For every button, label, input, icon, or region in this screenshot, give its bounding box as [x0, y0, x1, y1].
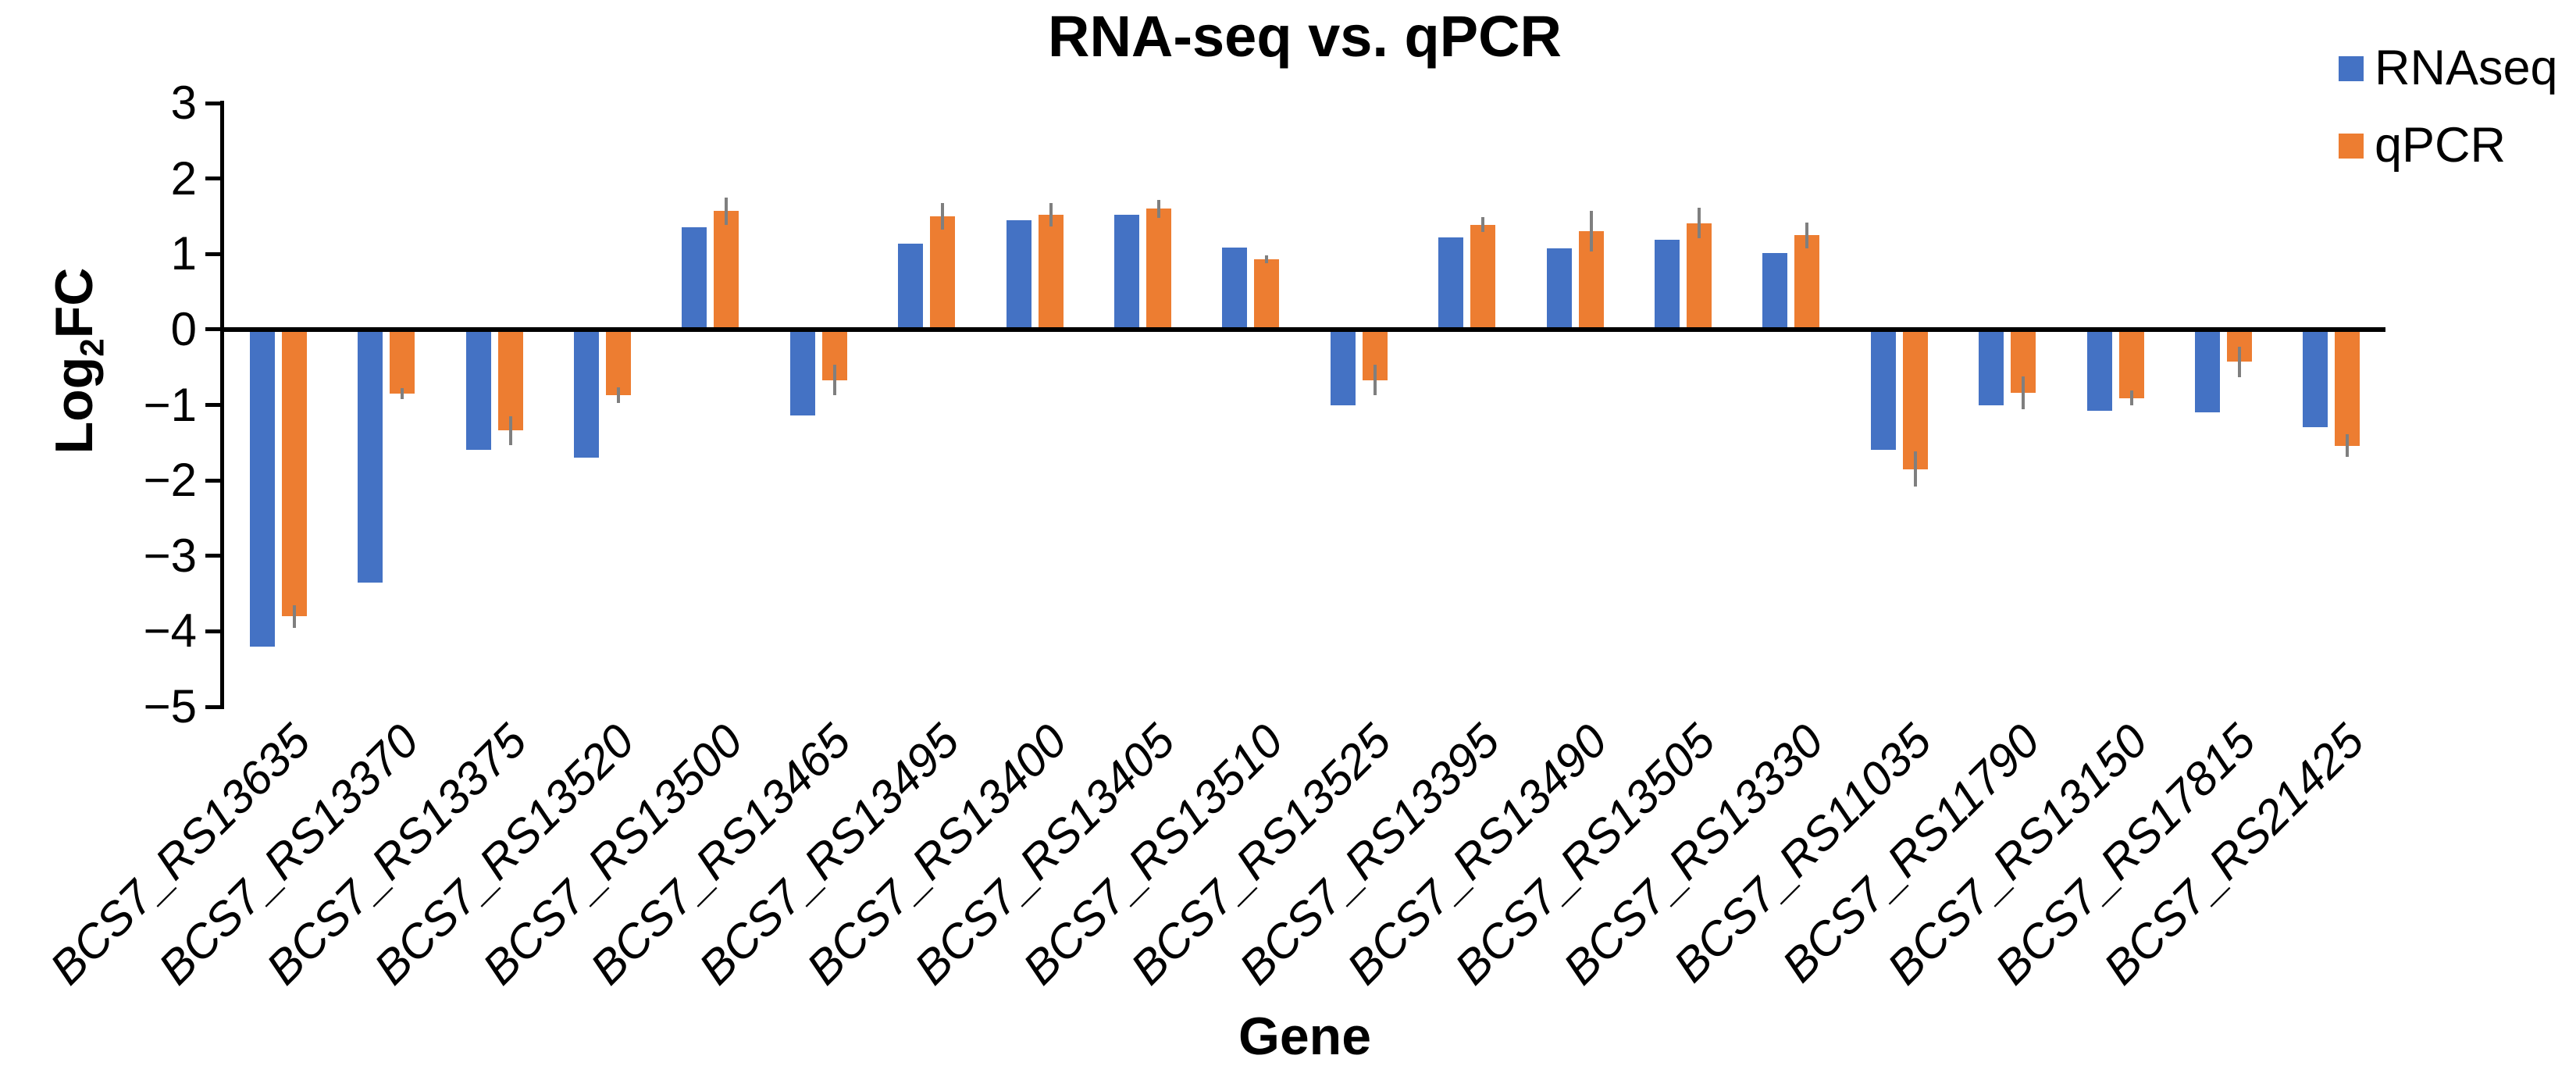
- bar-qpcr-BCS7_RS13500: [714, 211, 739, 330]
- y-tick-label: −5: [143, 680, 197, 733]
- legend-item-rnaseq: RNAseq: [2339, 44, 2558, 93]
- bar-rnaseq-BCS7_RS13400: [1006, 219, 1031, 330]
- chart-title: RNA-seq vs. qPCR: [1048, 4, 1562, 69]
- y-axis-tick: [205, 554, 224, 558]
- bar-qpcr-BCS7_RS13330: [1794, 235, 1820, 330]
- bar-qpcr-BCS7_RS13370: [390, 329, 415, 394]
- bar-qpcr-BCS7_RS13405: [1145, 209, 1171, 330]
- bar-qpcr-BCS7_RS21425: [2335, 329, 2360, 446]
- bar-rnaseq-BCS7_RS13495: [898, 243, 924, 330]
- legend-label-rnaseq: RNAseq: [2375, 41, 2558, 95]
- error-bar-qpcr-BCS7_RS13375: [508, 415, 512, 445]
- bar-rnaseq-BCS7_RS13395: [1438, 237, 1464, 330]
- error-bar-qpcr-BCS7_RS13330: [1805, 222, 1809, 248]
- bar-rnaseq-BCS7_RS13375: [465, 329, 491, 451]
- bar-rnaseq-BCS7_RS13465: [789, 329, 815, 416]
- error-bar-qpcr-BCS7_RS13505: [1697, 208, 1701, 238]
- bar-rnaseq-BCS7_RS13510: [1222, 247, 1248, 330]
- y-axis-tick: [205, 478, 224, 483]
- bar-qpcr-BCS7_RS13150: [2118, 329, 2144, 398]
- y-axis-tick: [205, 251, 224, 256]
- y-tick-label: −4: [143, 604, 197, 658]
- bar-qpcr-BCS7_RS11035: [1902, 329, 1928, 469]
- bar-qpcr-BCS7_RS13375: [497, 329, 523, 431]
- y-axis-line: [220, 101, 224, 709]
- legend: RNAseq qPCR: [2339, 44, 2558, 170]
- bar-qpcr-BCS7_RS13400: [1038, 215, 1064, 330]
- y-tick-label: 1: [170, 227, 197, 280]
- bar-rnaseq-BCS7_RS13505: [1654, 239, 1680, 330]
- bar-rnaseq-BCS7_RS13490: [1546, 248, 1572, 330]
- x-axis-line: [220, 326, 2385, 332]
- y-tick-label: 2: [170, 152, 197, 205]
- bar-qpcr-BCS7_RS13510: [1254, 259, 1280, 330]
- bar-rnaseq-BCS7_RS13405: [1113, 215, 1139, 330]
- legend-label-qpcr: qPCR: [2375, 118, 2507, 173]
- bar-qpcr-BCS7_RS13520: [605, 329, 631, 395]
- y-tick-label: 3: [170, 77, 197, 129]
- error-bar-qpcr-BCS7_RS17815: [2237, 347, 2241, 377]
- error-bar-qpcr-BCS7_RS13405: [1156, 199, 1160, 218]
- y-axis-tick: [205, 101, 224, 105]
- error-bar-qpcr-BCS7_RS11790: [2022, 376, 2026, 410]
- error-bar-qpcr-BCS7_RS13520: [616, 387, 620, 403]
- legend-item-qpcr: qPCR: [2339, 121, 2558, 170]
- error-bar-qpcr-BCS7_RS21425: [2346, 434, 2350, 458]
- y-axis-tick: [205, 403, 224, 407]
- bar-qpcr-BCS7_RS13635: [281, 329, 307, 617]
- error-bar-qpcr-BCS7_RS13465: [832, 365, 836, 395]
- error-bar-qpcr-BCS7_RS13525: [1373, 365, 1377, 395]
- bar-rnaseq-BCS7_RS13635: [249, 329, 275, 647]
- bar-rnaseq-BCS7_RS13520: [573, 329, 599, 458]
- y-axis-tick: [205, 629, 224, 633]
- bar-rnaseq-BCS7_RS21425: [2303, 329, 2328, 427]
- bar-qpcr-BCS7_RS13505: [1686, 223, 1712, 330]
- y-axis-tick: [205, 704, 224, 709]
- bar-rnaseq-BCS7_RS13330: [1762, 253, 1788, 330]
- error-bar-qpcr-BCS7_RS13500: [725, 197, 729, 225]
- bar-rnaseq-BCS7_RS13370: [358, 329, 383, 583]
- error-bar-qpcr-BCS7_RS13635: [292, 604, 296, 628]
- y-tick-label: 0: [170, 302, 197, 355]
- error-bar-qpcr-BCS7_RS13370: [401, 388, 404, 399]
- y-tick-label: −1: [143, 378, 197, 431]
- bar-qpcr-BCS7_RS13495: [930, 216, 956, 330]
- error-bar-qpcr-BCS7_RS11035: [1913, 451, 1917, 487]
- error-bar-qpcr-BCS7_RS13490: [1589, 211, 1593, 252]
- x-axis-title: Gene: [1238, 1007, 1372, 1066]
- bar-qpcr-BCS7_RS13395: [1470, 224, 1496, 330]
- error-bar-qpcr-BCS7_RS13495: [941, 202, 945, 230]
- error-bar-qpcr-BCS7_RS13510: [1265, 255, 1269, 263]
- legend-swatch-qpcr-icon: [2339, 133, 2364, 159]
- y-axis-tick: [205, 176, 224, 181]
- y-tick-label: −2: [143, 454, 197, 507]
- error-bar-qpcr-BCS7_RS13395: [1481, 216, 1485, 233]
- error-bar-qpcr-BCS7_RS13400: [1049, 202, 1053, 227]
- error-bar-qpcr-BCS7_RS13150: [2129, 390, 2133, 406]
- y-axis-tick: [205, 327, 224, 332]
- legend-swatch-rnaseq-icon: [2339, 55, 2364, 81]
- bar-rnaseq-BCS7_RS13150: [2086, 329, 2112, 412]
- y-tick-label: −3: [143, 529, 197, 582]
- bar-rnaseq-BCS7_RS13525: [1330, 329, 1356, 406]
- bar-rnaseq-BCS7_RS11035: [1870, 329, 1896, 451]
- bar-rnaseq-BCS7_RS13500: [682, 227, 707, 330]
- bar-rnaseq-BCS7_RS17815: [2194, 329, 2220, 413]
- bar-rnaseq-BCS7_RS11790: [1979, 329, 2004, 406]
